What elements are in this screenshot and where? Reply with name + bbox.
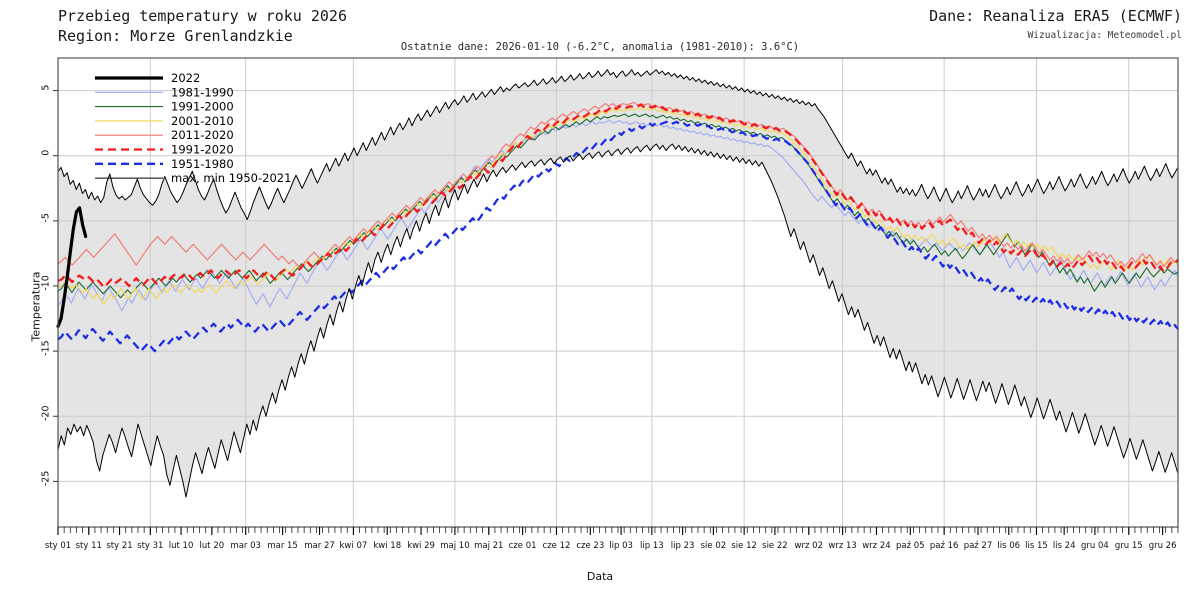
svg-text:-10: -10 [41,275,52,291]
svg-text:lis 24: lis 24 [1053,541,1076,551]
svg-text:-25: -25 [41,471,52,487]
svg-text:sie 02: sie 02 [701,541,727,551]
svg-text:kwi 18: kwi 18 [373,541,401,551]
y-axis-ticks: 5 0 -5 -10 -15 -20 -25 [41,85,58,487]
svg-text:cze 01: cze 01 [509,541,537,551]
svg-text:lip 23: lip 23 [671,541,695,551]
svg-text:sie 22: sie 22 [762,541,788,551]
svg-text:-5: -5 [41,213,52,222]
x-axis-label: Data [586,570,614,583]
svg-text:lip 03: lip 03 [609,541,633,551]
svg-text:lis 06: lis 06 [997,541,1020,551]
x-axis-ticks: sty 01 sty 11 sty 21 sty 31 lut 10 lut 20 mar … [45,527,1179,551]
chart-legend: 20221981-19901991-20002001-20102011-2020… [95,71,291,185]
svg-text:paź 05: paź 05 [896,541,925,551]
svg-text:sie 12: sie 12 [731,541,757,551]
svg-text:mar 27: mar 27 [304,541,335,551]
svg-text:max, min 1950-2021: max, min 1950-2021 [171,171,291,185]
svg-text:cze 12: cze 12 [543,541,571,551]
svg-text:sty 31: sty 31 [137,541,163,551]
svg-text:mar 03: mar 03 [230,541,261,551]
svg-text:1991-2020: 1991-2020 [171,143,234,157]
data-source: Dane: Reanaliza ERA5 (ECMWF) [929,7,1182,25]
svg-text:-15: -15 [41,340,52,356]
svg-text:lut 20: lut 20 [200,541,225,551]
svg-text:1951-1980: 1951-1980 [171,157,234,171]
svg-text:sty 21: sty 21 [106,541,132,551]
series-lines [56,69,1179,498]
svg-text:1981-1990: 1981-1990 [171,85,234,99]
region-subtitle: Region: Morze Grenlandzkie [58,27,293,45]
svg-text:gru 15: gru 15 [1115,541,1143,551]
svg-text:2001-2010: 2001-2010 [171,114,234,128]
svg-text:paź 27: paź 27 [964,541,993,551]
minmax-band [58,69,1178,498]
svg-text:paź 16: paź 16 [930,541,959,551]
svg-text:0: 0 [41,150,52,156]
svg-text:lut 10: lut 10 [169,541,194,551]
svg-text:lis 15: lis 15 [1025,541,1048,551]
svg-text:5: 5 [41,85,52,91]
svg-text:cze 23: cze 23 [576,541,604,551]
svg-text:2022: 2022 [171,71,200,85]
svg-text:mar 15: mar 15 [267,541,298,551]
svg-text:maj 21: maj 21 [474,541,503,551]
latest-data-note: Ostatnie dane: 2026-01-10 (-6.2°C, anoma… [400,41,800,53]
svg-text:gru 04: gru 04 [1081,541,1109,551]
svg-text:gru 26: gru 26 [1149,541,1177,551]
svg-text:sty 01: sty 01 [45,541,71,551]
svg-text:kwi 29: kwi 29 [407,541,435,551]
svg-text:wrz 24: wrz 24 [862,541,890,551]
svg-text:kwi 07: kwi 07 [340,541,368,551]
svg-text:wrz 13: wrz 13 [828,541,856,551]
page-title: Przebieg temperatury w roku 2026 [58,7,347,25]
svg-text:maj 10: maj 10 [440,541,469,551]
svg-text:wrz 02: wrz 02 [795,541,823,551]
svg-text:sty 11: sty 11 [76,541,102,551]
svg-text:1991-2000: 1991-2000 [171,100,234,114]
svg-text:2011-2020: 2011-2020 [171,128,234,142]
svg-text:-20: -20 [41,405,52,421]
svg-text:lip 13: lip 13 [640,541,664,551]
visualization-credit: Wizualizacja: Meteomodel.pl [1027,30,1182,41]
